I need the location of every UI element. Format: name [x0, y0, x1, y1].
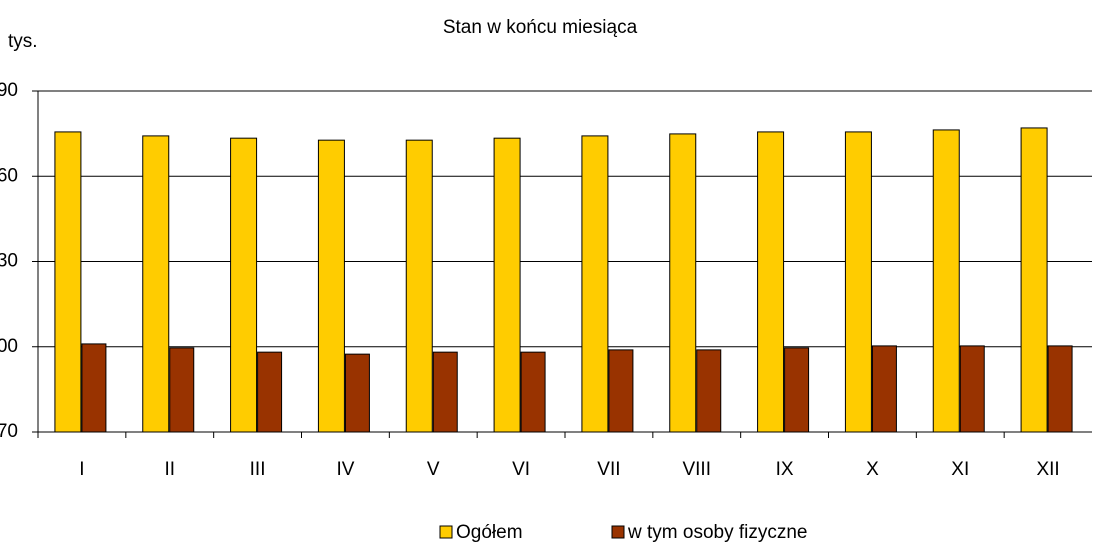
bar	[959, 345, 985, 433]
bar	[669, 133, 697, 433]
bar	[757, 131, 785, 433]
bar	[230, 137, 258, 433]
y-tick-label: 970	[0, 421, 18, 442]
bar	[1020, 127, 1048, 433]
x-tick-label: I	[79, 459, 84, 480]
bar	[784, 347, 810, 433]
y-tick-label: 1000	[0, 336, 18, 357]
x-tick-label: X	[866, 459, 879, 480]
legend-swatch	[611, 525, 625, 539]
y-tick-label: 1060	[0, 165, 18, 186]
bar	[405, 139, 433, 433]
x-tick-label: III	[250, 459, 266, 480]
x-tick-label: II	[164, 459, 175, 480]
bar	[142, 135, 170, 433]
bar	[493, 137, 521, 433]
y-axis-label: tys.	[8, 31, 38, 52]
legend-swatch	[439, 525, 453, 539]
bar	[1047, 345, 1073, 433]
bar	[317, 139, 345, 433]
bar	[81, 343, 107, 433]
x-tick-label: VI	[512, 459, 530, 480]
bar	[169, 347, 195, 433]
x-tick-label: IX	[776, 459, 794, 480]
bar	[344, 353, 370, 433]
y-tick-label: 1090	[0, 80, 18, 101]
chart-title: Stan w końcu miesiąca	[443, 17, 638, 38]
bar	[696, 349, 722, 433]
bar	[432, 351, 458, 433]
bar	[257, 351, 283, 433]
x-tick-label: IV	[336, 459, 354, 480]
x-tick-label: VIII	[682, 459, 711, 480]
bar	[54, 131, 82, 433]
bar	[520, 351, 546, 433]
legend-label: Ogółem	[456, 522, 523, 543]
legend-label: w tym osoby fizyczne	[627, 522, 808, 543]
bar	[844, 131, 872, 433]
x-tick-label: VII	[597, 459, 620, 480]
x-tick-label: XI	[951, 459, 969, 480]
bar	[608, 349, 634, 433]
x-tick-label: V	[427, 459, 440, 480]
bar	[581, 135, 609, 433]
x-tick-label: XII	[1036, 459, 1059, 480]
y-tick-label: 1030	[0, 251, 18, 272]
bar	[871, 345, 897, 433]
bar	[932, 129, 960, 433]
